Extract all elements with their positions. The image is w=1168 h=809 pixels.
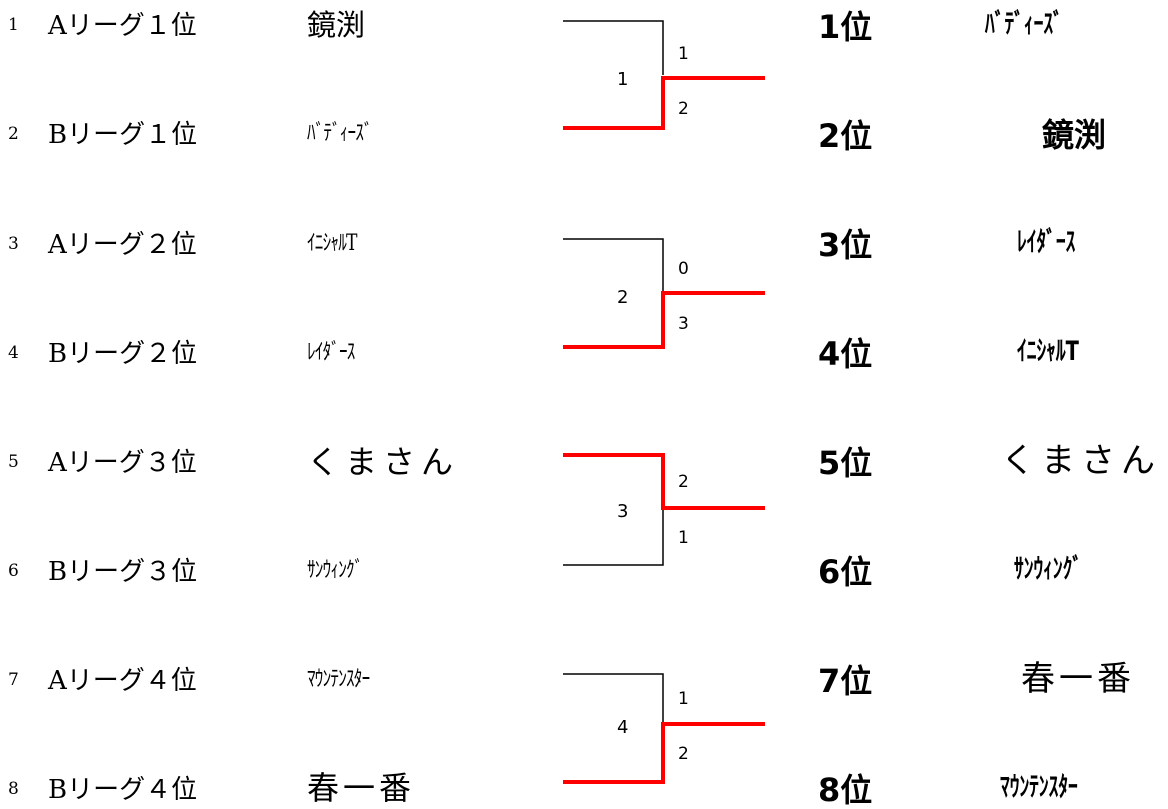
entry-league: Aリーグ２位 [48,230,197,260]
bracket-line-loser [563,673,664,722]
entry-team: ｲﾆｼｬﾙT [307,231,357,256]
bracket-line-winner [563,291,765,349]
ranking-rank: 6位 [818,553,873,591]
ranking-team: ｲﾆｼｬﾙT [1017,336,1079,367]
entry-team: ﾊﾞﾃﾞｨｰｽﾞ [307,121,373,146]
ranking-rank: 3位 [818,226,873,264]
ranking-rank: 7位 [818,662,873,700]
entry-team: 鏡渕 [307,8,366,42]
entry-team: くまさん [307,443,460,481]
entry-team: 春一番 [307,769,416,807]
ranking-rank: 8位 [818,771,873,809]
bracket-line-loser [563,510,664,566]
match-number: 1 [617,69,629,90]
match-score-top: 1 [678,689,689,709]
bracket-line-winner [563,722,765,784]
entry-league: Aリーグ１位 [48,11,197,41]
entry-seed: 8 [8,779,19,799]
bracket-line-loser [563,238,664,291]
bracket-line-loser [563,20,664,75]
entry-seed: 1 [8,15,19,35]
entry-seed: 3 [8,234,19,254]
match-number: 2 [617,287,629,308]
match-score-top: 1 [678,44,689,64]
ranking-team: 鏡渕 [1042,116,1107,154]
match-score-bottom: 2 [678,99,689,119]
entry-league: Aリーグ４位 [48,666,197,696]
ranking-team: ｻﾝｳｨﾝｸﾞ [1014,554,1083,585]
ranking-team: くまさん [1001,441,1161,481]
entry-league: Bリーグ４位 [48,775,198,805]
ranking-team: ﾚｲﾀﾞｰｽ [1017,227,1076,258]
entry-team: ｻﾝｳｨﾝｸﾞ [307,558,363,583]
entry-team: ﾚｲﾀﾞｰｽ [307,340,355,365]
ranking-rank: 4位 [818,335,873,373]
entry-league: Bリーグ２位 [48,339,198,369]
entry-seed: 2 [8,124,19,144]
entry-seed: 4 [8,343,19,363]
ranking-rank: 5位 [818,444,873,482]
match-score-top: 0 [678,259,689,279]
entry-seed: 7 [8,670,19,690]
entry-league: Bリーグ３位 [48,557,198,587]
ranking-rank: 1位 [818,8,873,46]
match-number: 3 [617,501,629,522]
ranking-team: ﾏｳﾝﾃﾝｽﾀｰ [1000,772,1078,803]
match-score-bottom: 2 [678,744,689,764]
ranking-rank: 2位 [818,117,873,155]
match-number: 4 [617,717,629,738]
entry-seed: 6 [8,561,19,581]
bracket-line-winner [563,453,765,510]
entry-seed: 5 [8,452,19,472]
entry-team: ﾏｳﾝﾃﾝｽﾀｰ [307,667,370,692]
bracket-line-winner [563,76,765,130]
entry-league: Aリーグ３位 [48,448,197,478]
ranking-team: 春一番 [1021,659,1135,699]
match-score-bottom: 1 [678,528,689,548]
match-score-top: 2 [678,472,689,492]
entry-league: Bリーグ１位 [48,120,198,150]
ranking-team: ﾊﾞﾃﾞｨｰｽﾞ [985,9,1063,40]
match-score-bottom: 3 [678,314,689,334]
